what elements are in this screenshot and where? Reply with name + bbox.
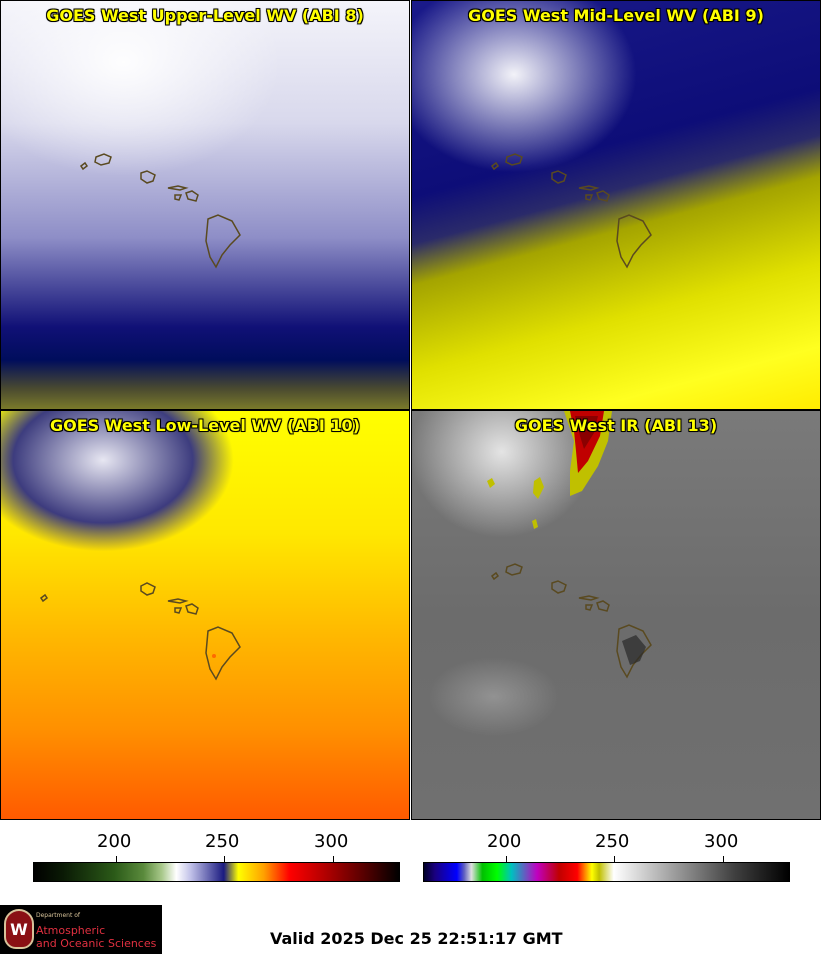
colorbar-tick bbox=[333, 856, 334, 862]
hawaii-islands-outline bbox=[490, 153, 652, 269]
colorbar-tick bbox=[224, 856, 225, 862]
upper-level-wv-panel: GOES West Upper-Level WV (ABI 8) bbox=[0, 0, 410, 410]
panel-title: GOES West Low-Level WV (ABI 10) bbox=[49, 416, 360, 435]
colorbar-tick-label: 300 bbox=[314, 831, 349, 852]
logo-dept-text: Department of bbox=[36, 912, 80, 919]
hawaii-islands-outline bbox=[79, 153, 241, 269]
cold-cloud-tops bbox=[487, 411, 652, 679]
colorbar-tick-label: 200 bbox=[487, 831, 522, 852]
colorbar-tick-label: 200 bbox=[97, 831, 132, 852]
panel-title: GOES West IR (ABI 13) bbox=[514, 416, 718, 435]
colorbar-tick-label: 250 bbox=[205, 831, 240, 852]
colorbar-tick-label: 250 bbox=[595, 831, 630, 852]
ir-colorbar bbox=[423, 862, 790, 882]
colorbar-tick-label: 300 bbox=[704, 831, 739, 852]
logo-name-line2: and Oceanic Sciences bbox=[36, 937, 157, 950]
hawaii-islands-outline bbox=[39, 582, 241, 681]
mid-level-wv-panel: GOES West Mid-Level WV (ABI 9) bbox=[411, 0, 821, 410]
low-level-wv-panel: GOES West Low-Level WV (ABI 10) bbox=[0, 410, 410, 820]
panel-title: GOES West Upper-Level WV (ABI 8) bbox=[46, 6, 364, 25]
ir-panel: GOES West IR (ABI 13) bbox=[411, 410, 821, 820]
colorbar-tick bbox=[116, 856, 117, 862]
valid-time: Valid 2025 Dec 25 22:51:17 GMT bbox=[270, 929, 563, 948]
logo-name-line1: Atmospheric bbox=[36, 924, 106, 937]
aos-logo: W Department of Atmospheric and Oceanic … bbox=[0, 905, 162, 954]
wv-colorbar bbox=[33, 862, 400, 882]
colorbar-tick bbox=[506, 856, 507, 862]
colorbar-tick bbox=[614, 856, 615, 862]
uw-seal-icon: W bbox=[4, 909, 34, 949]
panel-title: GOES West Mid-Level WV (ABI 9) bbox=[468, 6, 764, 25]
colorbar-tick bbox=[723, 856, 724, 862]
